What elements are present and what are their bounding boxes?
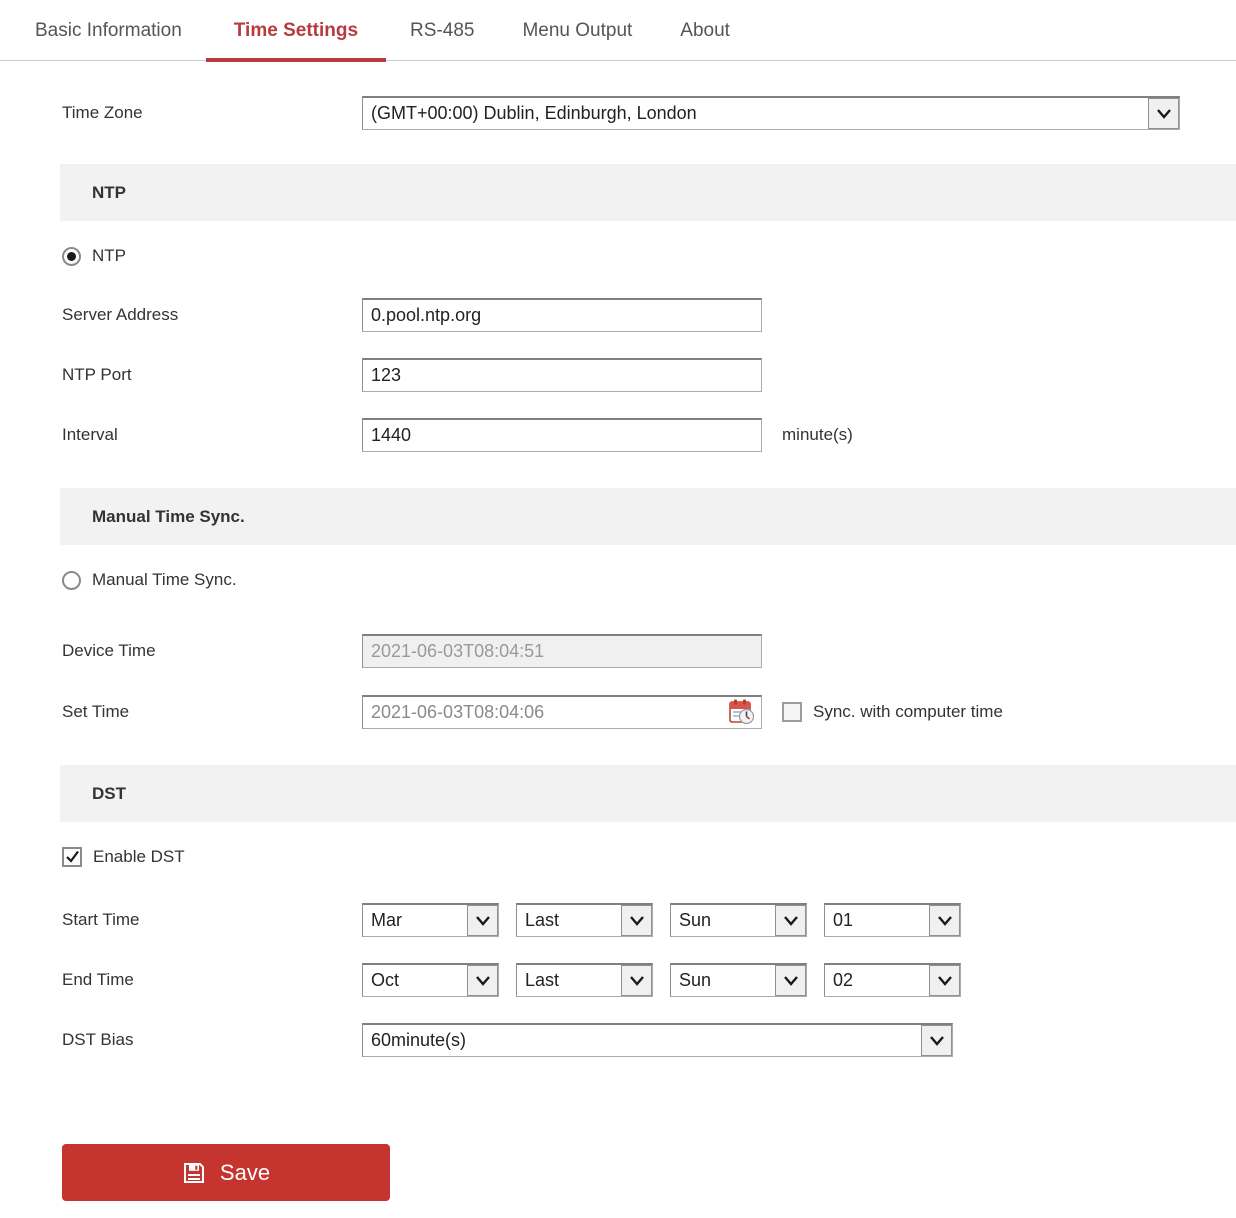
timezone-selected-value: (GMT+00:00) Dublin, Edinburgh, London — [371, 103, 697, 123]
server-address-input[interactable] — [362, 298, 762, 332]
chevron-down-icon[interactable] — [775, 905, 806, 936]
tab-about[interactable]: About — [680, 20, 730, 41]
timezone-label: Time Zone — [62, 103, 143, 122]
tab-rs485[interactable]: RS-485 — [410, 20, 475, 41]
start-week-select[interactable]: Last — [516, 903, 653, 937]
settings-tabbar: Basic Information Time Settings RS-485 M… — [0, 0, 1236, 62]
ntp-radio-label: NTP — [92, 246, 126, 265]
chevron-down-icon[interactable] — [775, 965, 806, 996]
interval-input[interactable] — [362, 418, 762, 452]
end-day-value: Sun — [679, 970, 712, 990]
manual-sync-radio-label: Manual Time Sync. — [92, 570, 237, 589]
manual-sync-section-header: Manual Time Sync. — [60, 488, 1236, 545]
dst-section-title: DST — [92, 783, 126, 803]
tab-menu-output[interactable]: Menu Output — [522, 20, 633, 41]
save-button-label: Save — [219, 1159, 271, 1185]
interval-label: Interval — [62, 425, 118, 444]
chevron-down-icon[interactable] — [929, 905, 960, 936]
start-month-select[interactable]: Mar — [362, 903, 499, 937]
end-week-value: Last — [525, 970, 560, 990]
start-time-label: Start Time — [62, 910, 140, 929]
start-hour-value: 01 — [833, 910, 854, 930]
tab-basic-information[interactable]: Basic Information — [35, 20, 182, 41]
interval-unit: minute(s) — [782, 425, 853, 444]
server-address-label: Server Address — [62, 305, 179, 324]
set-time-label: Set Time — [62, 702, 130, 721]
manual-sync-section-title: Manual Time Sync. — [92, 506, 245, 526]
chevron-down-icon[interactable] — [621, 965, 652, 996]
timezone-select[interactable]: (GMT+00:00) Dublin, Edinburgh, London — [362, 96, 1180, 130]
start-hour-select[interactable]: 01 — [824, 903, 961, 937]
end-week-select[interactable]: Last — [516, 963, 653, 997]
save-button[interactable]: Save — [62, 1144, 390, 1201]
end-time-label: End Time — [62, 970, 134, 989]
tab-time-settings[interactable]: Time Settings — [205, 20, 387, 62]
chevron-down-icon[interactable] — [621, 905, 652, 936]
manual-sync-radio[interactable] — [62, 570, 81, 590]
calendar-icon[interactable] — [728, 698, 756, 726]
start-week-value: Last — [525, 910, 560, 930]
dst-bias-label: DST Bias — [62, 1030, 134, 1049]
start-day-select[interactable]: Sun — [670, 903, 807, 937]
ntp-port-label: NTP Port — [62, 365, 132, 384]
enable-dst-checkbox[interactable] — [62, 847, 82, 867]
start-day-value: Sun — [679, 910, 712, 930]
end-day-select[interactable]: Sun — [670, 963, 807, 997]
enable-dst-label: Enable DST — [93, 847, 185, 866]
chevron-down-icon[interactable] — [929, 965, 960, 996]
chevron-down-icon[interactable] — [1148, 98, 1179, 129]
chevron-down-icon[interactable] — [921, 1025, 952, 1056]
end-month-select[interactable]: Oct — [362, 963, 499, 997]
end-hour-value: 02 — [833, 970, 854, 990]
device-time-input — [362, 634, 762, 668]
end-hour-select[interactable]: 02 — [824, 963, 961, 997]
save-icon — [182, 1161, 206, 1185]
chevron-down-icon[interactable] — [467, 905, 498, 936]
end-month-value: Oct — [371, 970, 400, 990]
start-month-value: Mar — [371, 910, 402, 930]
ntp-radio[interactable] — [62, 246, 81, 266]
dst-bias-select[interactable]: 60minute(s) — [362, 1023, 953, 1057]
dst-section-header: DST — [60, 765, 1236, 822]
set-time-input[interactable] — [362, 695, 762, 729]
sync-computer-time-label: Sync. with computer time — [813, 702, 1003, 721]
ntp-section-title: NTP — [92, 182, 126, 202]
dst-bias-value: 60minute(s) — [371, 1030, 467, 1050]
checkmark-icon — [65, 850, 79, 863]
device-time-label: Device Time — [62, 641, 156, 660]
ntp-port-input[interactable] — [362, 358, 762, 392]
sync-computer-time-checkbox[interactable] — [782, 702, 802, 722]
ntp-section-header: NTP — [60, 164, 1236, 221]
chevron-down-icon[interactable] — [467, 965, 498, 996]
